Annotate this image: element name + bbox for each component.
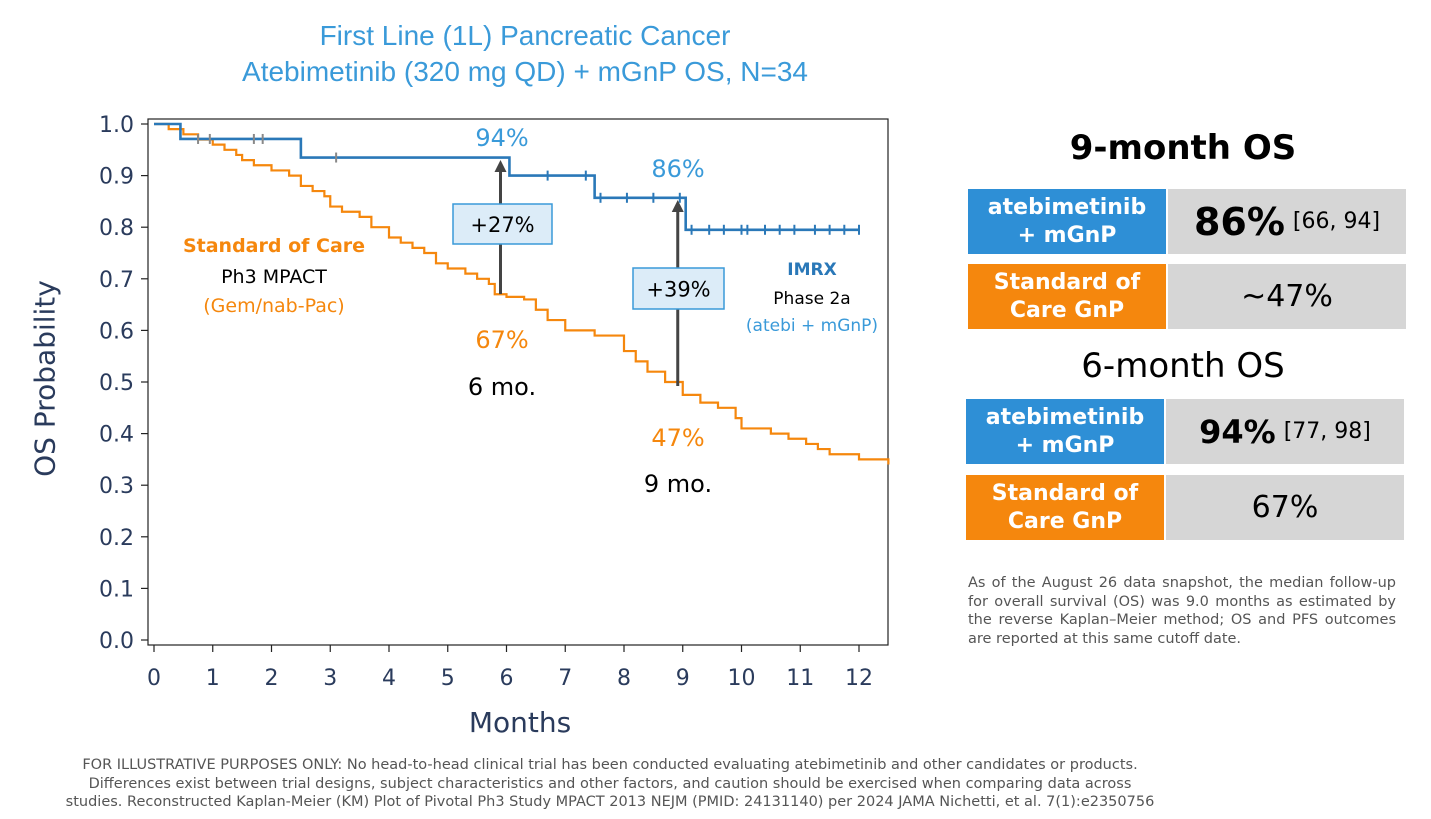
y-tick-label: 0.7 bbox=[99, 268, 134, 293]
y-tick-label: 0.9 bbox=[99, 165, 134, 190]
soc-6mo-label: 67% bbox=[475, 326, 528, 354]
imrx-series-name: IMRX bbox=[787, 260, 836, 280]
os6-soc-label: Standard of Care GnP bbox=[966, 475, 1164, 540]
x-tick-label: 1 bbox=[206, 666, 220, 691]
os6-soc-label-line1: Standard of bbox=[991, 480, 1139, 506]
imrx-9mo-label: 86% bbox=[651, 155, 704, 183]
os9-soc-label-line1: Standard of bbox=[993, 269, 1141, 295]
x-tick-label: 5 bbox=[441, 666, 455, 691]
os9-atebi-label-line2: + mGnP bbox=[1017, 222, 1117, 248]
x-tick-label: 0 bbox=[147, 666, 161, 691]
os9-soc-label-line2: Care GnP bbox=[1009, 297, 1125, 323]
x-tick-label: 12 bbox=[845, 666, 873, 691]
diff-6mo-label: +27% bbox=[470, 213, 534, 237]
diff-9mo-box bbox=[632, 267, 725, 310]
soc-series-name: Standard of Care bbox=[183, 235, 365, 257]
y-tick-label: 0.3 bbox=[99, 474, 134, 499]
os9-atebi-label: atebimetinib + mGnP bbox=[968, 189, 1166, 254]
six-month-label: 6 mo. bbox=[468, 373, 536, 401]
x-tick-label: 10 bbox=[728, 666, 756, 691]
data-snapshot-note: As of the August 26 data snapshot, the m… bbox=[968, 575, 1396, 647]
x-axis-label: Months bbox=[468, 706, 572, 739]
y-tick-label: 0.6 bbox=[99, 319, 134, 344]
os9-soc-value-cell: ~47% bbox=[1168, 264, 1406, 329]
diff-6mo-box bbox=[452, 203, 553, 245]
y-tick-label: 0.0 bbox=[99, 629, 134, 654]
os9-atebi-value: 86% bbox=[1193, 199, 1285, 244]
os6-atebi-label-line2: + mGnP bbox=[1015, 432, 1115, 458]
x-tick-label: 8 bbox=[617, 666, 631, 691]
os6-atebi-label-line1: atebimetinib bbox=[985, 404, 1145, 430]
soc-9mo-label: 47% bbox=[651, 424, 704, 452]
disclaimer-footer: FOR ILLUSTRATIVE PURPOSES ONLY: No head-… bbox=[20, 756, 1200, 812]
footer-line-3: studies. Reconstructed Kaplan-Meier (KM)… bbox=[65, 794, 1155, 810]
y-tick-label: 0.2 bbox=[99, 526, 134, 551]
x-tick-label: 2 bbox=[265, 666, 279, 691]
imrx-km-curve bbox=[154, 122, 859, 232]
x-tick-label: 11 bbox=[786, 666, 814, 691]
chart-subtitle: Atebimetinib (320 mg QD) + mGnP OS, N=34 bbox=[242, 56, 808, 87]
os6-atebi-label: atebimetinib + mGnP bbox=[966, 399, 1164, 464]
os6-soc-label-line2: Care GnP bbox=[1007, 508, 1123, 534]
os9-heading: 9-month OS bbox=[1069, 128, 1297, 168]
os9-soc-label: Standard of Care GnP bbox=[968, 264, 1166, 329]
nine-month-label: 9 mo. bbox=[644, 470, 712, 498]
diff-9mo-label: +39% bbox=[646, 278, 710, 302]
imrx-phase-label: Phase 2a bbox=[773, 289, 850, 309]
x-tick-label: 9 bbox=[676, 666, 690, 691]
chart-title: First Line (1L) Pancreatic Cancer bbox=[319, 20, 731, 51]
y-tick-label: 0.8 bbox=[99, 216, 134, 241]
y-tick-label: 1.0 bbox=[99, 113, 134, 138]
x-tick-label: 3 bbox=[323, 666, 337, 691]
os6-atebi-ci: [77, 98] bbox=[1283, 419, 1371, 444]
imrx-6mo-label: 94% bbox=[475, 124, 528, 152]
y-tick-label: 0.4 bbox=[99, 423, 134, 448]
soc-km-curve bbox=[154, 122, 890, 465]
os6-atebi-value: 94% bbox=[1199, 412, 1276, 451]
soc-regimen-label: (Gem/nab-Pac) bbox=[203, 295, 344, 317]
y-tick-label: 0.5 bbox=[99, 371, 134, 396]
x-tick-label: 6 bbox=[500, 666, 514, 691]
soc-study-label: Ph3 MPACT bbox=[221, 266, 327, 288]
y-axis-label: OS Probability bbox=[28, 280, 62, 477]
os9-atebi-value-cell: 86% [66, 94] bbox=[1168, 189, 1406, 254]
imrx-regimen-label: (atebi + mGnP) bbox=[746, 316, 878, 336]
arrow-6mo-head bbox=[494, 160, 507, 172]
x-tick-label: 7 bbox=[558, 666, 572, 691]
os9-atebi-ci: [66, 94] bbox=[1292, 209, 1381, 234]
os9-soc-value: ~47% bbox=[1241, 279, 1333, 314]
x-tick-label: 4 bbox=[382, 666, 396, 691]
footer-line-2: Differences exist between trial designs,… bbox=[88, 775, 1132, 792]
os6-heading: 6-month OS bbox=[1081, 346, 1285, 386]
os6-soc-value: 67% bbox=[1251, 490, 1319, 525]
footer-line-1: FOR ILLUSTRATIVE PURPOSES ONLY: No head-… bbox=[82, 757, 1138, 773]
os6-atebi-value-cell: 94% [77, 98] bbox=[1166, 399, 1404, 464]
os9-atebi-label-line1: atebimetinib bbox=[987, 194, 1147, 220]
os6-soc-value-cell: 67% bbox=[1166, 475, 1404, 540]
arrow-9mo-head bbox=[671, 200, 684, 212]
y-tick-label: 0.1 bbox=[99, 577, 134, 602]
